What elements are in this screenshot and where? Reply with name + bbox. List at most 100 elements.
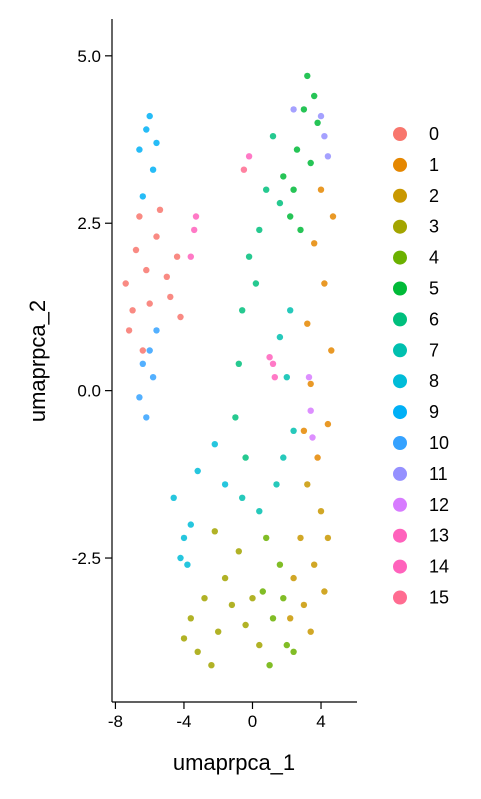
- series-1: [300, 186, 337, 461]
- series-6: [232, 133, 284, 461]
- data-point: [252, 280, 260, 287]
- data-point: [245, 253, 253, 260]
- data-point: [221, 574, 229, 582]
- data-point: [228, 601, 236, 609]
- series-2: [287, 481, 332, 635]
- data-point: [136, 213, 143, 220]
- data-point: [163, 273, 170, 280]
- data-point: [149, 374, 157, 381]
- data-point: [297, 226, 304, 234]
- data-point: [129, 307, 136, 314]
- data-point: [287, 213, 294, 220]
- data-point: [153, 233, 160, 240]
- data-point: [300, 106, 308, 113]
- legend-swatch: [393, 157, 407, 172]
- series-7: [239, 307, 297, 515]
- data-point: [290, 186, 297, 193]
- legend-swatch: [393, 590, 407, 605]
- data-point: [311, 240, 318, 247]
- data-point: [180, 534, 188, 542]
- data-point: [314, 119, 321, 127]
- series-4: [259, 534, 297, 669]
- data-point: [191, 226, 198, 234]
- data-point: [221, 481, 229, 488]
- data-point: [269, 615, 277, 622]
- legend-swatch: [393, 188, 407, 203]
- data-point: [143, 266, 150, 274]
- data-point: [177, 313, 184, 321]
- data-point: [321, 133, 328, 140]
- data-point: [239, 307, 246, 314]
- data-point: [304, 320, 311, 327]
- data-point: [276, 199, 284, 207]
- x-tick-label: 4: [316, 712, 325, 731]
- x-tick-label: -8: [108, 712, 123, 731]
- legend-label: 0: [429, 124, 439, 144]
- series-14: [245, 153, 253, 160]
- data-point: [153, 327, 160, 334]
- data-point: [273, 481, 280, 488]
- data-point: [304, 72, 311, 80]
- legend-label: 1: [429, 155, 439, 175]
- data-point: [215, 628, 222, 635]
- data-point: [276, 561, 284, 568]
- data-point: [201, 595, 208, 602]
- legend-label: 10: [429, 433, 449, 453]
- data-point: [263, 186, 270, 193]
- data-point: [240, 166, 248, 173]
- data-point: [177, 554, 184, 562]
- data-point: [290, 574, 297, 582]
- legend-swatch: [393, 127, 407, 141]
- data-point: [187, 615, 194, 622]
- legend-swatch: [393, 528, 407, 543]
- data-point: [287, 615, 294, 622]
- data-point: [321, 280, 328, 287]
- data-point: [256, 508, 263, 515]
- data-point: [307, 380, 314, 388]
- data-point: [266, 354, 273, 361]
- legend-swatch: [393, 219, 407, 234]
- legend-swatch: [393, 497, 407, 512]
- legend-label: 14: [429, 557, 449, 577]
- legend-label: 15: [429, 588, 449, 608]
- legend-swatch: [393, 250, 407, 265]
- data-point: [146, 347, 153, 354]
- data-point: [311, 92, 318, 100]
- data-point: [139, 360, 146, 367]
- data-point: [139, 193, 146, 200]
- data-point: [300, 601, 308, 609]
- data-point: [245, 153, 253, 160]
- data-point: [239, 494, 246, 501]
- legend-label: 11: [429, 464, 448, 484]
- data-point: [269, 133, 277, 140]
- series-9: [136, 112, 160, 200]
- legend-swatch: [393, 343, 407, 358]
- data-point: [324, 153, 332, 160]
- legend-label: 13: [429, 526, 449, 546]
- data-point: [311, 561, 318, 568]
- data-point: [173, 253, 181, 260]
- data-point: [232, 414, 239, 421]
- series-10: [136, 327, 160, 421]
- data-point: [328, 347, 335, 354]
- data-point: [146, 300, 153, 307]
- data-point: [242, 621, 249, 629]
- data-point: [307, 628, 314, 635]
- series-5: [280, 72, 321, 234]
- series-15: [240, 166, 248, 173]
- data-point: [184, 561, 191, 568]
- data-point: [283, 641, 290, 649]
- data-point: [280, 595, 287, 602]
- data-point: [136, 146, 143, 153]
- data-point: [256, 226, 263, 234]
- data-point: [329, 213, 337, 220]
- data-point: [317, 112, 325, 120]
- x-tick-label: 0: [248, 712, 257, 731]
- data-point: [324, 534, 332, 542]
- data-point: [249, 595, 256, 602]
- legend-label: 2: [429, 186, 439, 206]
- legend-swatch: [393, 466, 407, 481]
- data-point: [276, 333, 284, 341]
- series-8: [170, 441, 229, 568]
- x-axis-title: umaprpca_1: [173, 750, 295, 775]
